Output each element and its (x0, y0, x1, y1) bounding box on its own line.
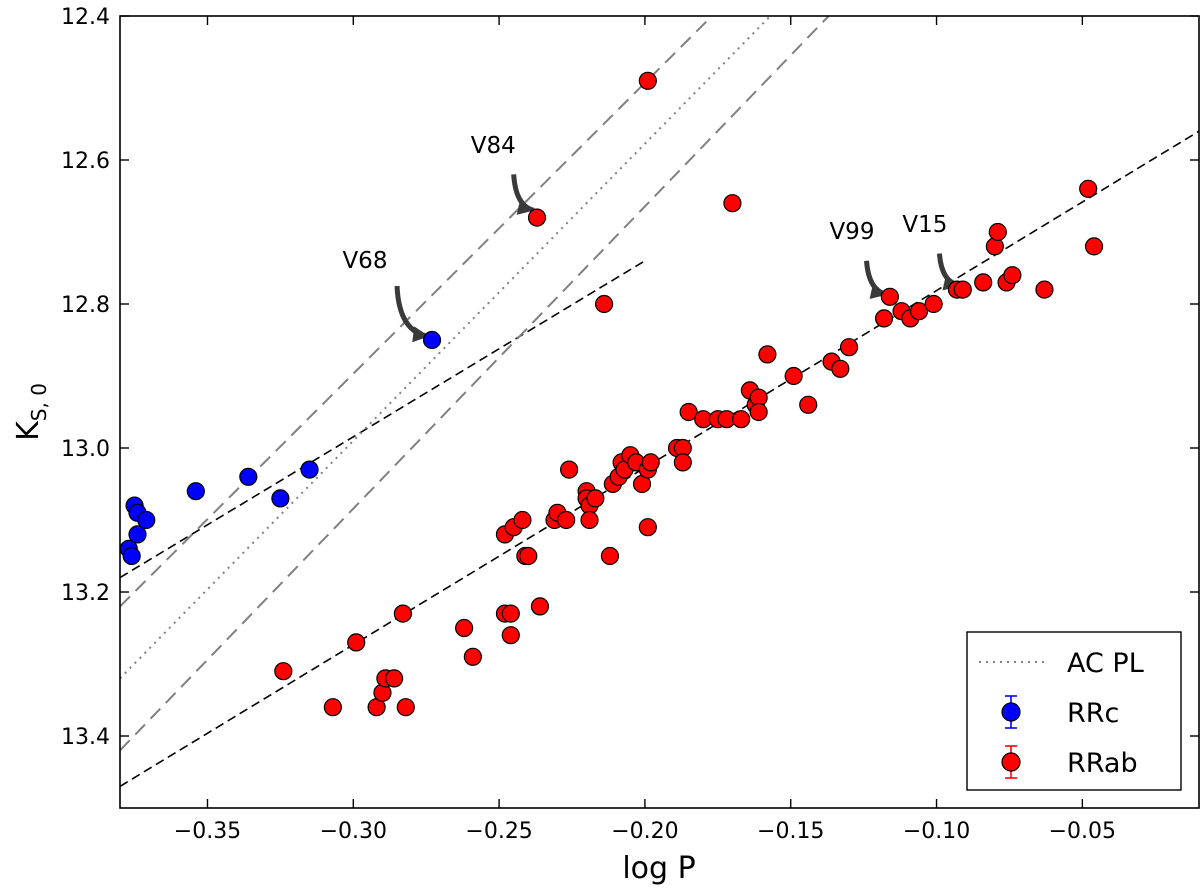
rrc-fit-line (120, 260, 646, 579)
rrab-point (527, 208, 547, 227)
rrab-point (559, 460, 579, 479)
x-tick-label: −0.20 (611, 819, 678, 844)
rrab-point (347, 633, 366, 652)
rrab-fit-line (120, 130, 1199, 788)
rrab-point (463, 647, 482, 666)
rrab-point (530, 597, 550, 616)
rrab-point (396, 698, 415, 717)
rrab-point (758, 345, 777, 364)
y-axis-label-subscript: S, 0 (27, 383, 51, 421)
rrc-point (186, 482, 205, 501)
rrab-point (580, 510, 599, 530)
rrab-point (988, 222, 1007, 242)
legend-ac-pl-label: AC PL (1067, 648, 1144, 679)
rrab-point (974, 273, 993, 292)
rrab-point (385, 669, 404, 688)
legend-rrab-label: RRab (1067, 748, 1138, 779)
rrc-point (122, 546, 141, 566)
y-axis-label: KS, 0 (11, 383, 51, 441)
rrab-point (1079, 179, 1098, 198)
rrab-point (323, 698, 342, 717)
rrab-point (799, 395, 818, 414)
rrab-point (1035, 280, 1054, 299)
rrab-point (274, 662, 293, 681)
v84-annotation-label: V84 (471, 133, 516, 159)
legend-rrab-marker (1001, 752, 1021, 772)
y-tick-label: 13.0 (61, 437, 110, 462)
rrab-point (455, 618, 474, 638)
v99-annotation-label: V99 (829, 219, 874, 245)
rrab-point (513, 510, 532, 530)
rrab-point (953, 280, 972, 299)
rrab-point (723, 194, 742, 213)
y-axis-label-main: K (11, 420, 46, 441)
rrc-point (422, 330, 442, 350)
x-tick-label: −0.10 (903, 819, 970, 844)
rrab-point (732, 410, 751, 429)
rrab-point (839, 338, 859, 357)
rrc-point (128, 525, 147, 544)
x-tick-label: −0.25 (465, 819, 532, 844)
rrab-point (679, 402, 698, 422)
rrc-point (300, 460, 319, 479)
y-tick-label: 13.2 (61, 581, 110, 606)
rrab-point (600, 546, 620, 566)
y-tick-label: 12.8 (61, 293, 110, 318)
legend-rrc-marker (1001, 702, 1021, 722)
rrab-point (924, 294, 943, 314)
rrab-point (557, 510, 576, 530)
rrab-point (749, 402, 768, 422)
rrab-point (874, 309, 894, 328)
x-axis-label: log P (622, 851, 695, 886)
rrab-point (638, 71, 657, 90)
x-tick-label: −0.05 (1049, 819, 1116, 844)
rrab-point (909, 302, 929, 321)
ac-upper-line (120, 16, 713, 608)
x-tick-label: −0.35 (174, 819, 241, 844)
plot-frame (119, 15, 1200, 809)
rrab-point (1003, 266, 1022, 285)
y-tick-label: 12.4 (61, 5, 110, 30)
rrab-point (501, 604, 520, 623)
rrab-point (393, 604, 412, 623)
rrab-point (519, 546, 538, 566)
rrab-point (831, 359, 850, 378)
rrab-point (586, 489, 605, 508)
x-tick-label: −0.30 (320, 819, 387, 844)
rrc-point (271, 489, 290, 508)
rrab-point (638, 518, 657, 537)
v84-annotation-arrowhead (516, 199, 535, 215)
y-tick-label: 12.6 (61, 149, 110, 174)
rrc-point (239, 467, 258, 486)
rrab-point (673, 453, 692, 472)
v68-annotation-arrowhead (412, 326, 430, 343)
rrab-point (641, 453, 660, 472)
x-tick-label: −0.15 (757, 819, 824, 844)
ac-lower-line (120, 16, 830, 752)
rrab-point (784, 366, 803, 386)
ac-pl-line (120, 16, 772, 680)
rrab-point (501, 626, 520, 645)
v15-annotation-label: V15 (902, 212, 947, 238)
legend-rrc-label: RRc (1067, 698, 1119, 729)
rrc-point (137, 510, 156, 530)
v68-annotation-label: V68 (342, 248, 387, 274)
rrab-point (1084, 237, 1104, 256)
rrab-point (594, 294, 614, 314)
y-tick-label: 13.4 (61, 725, 110, 750)
rrab-point (880, 287, 899, 306)
